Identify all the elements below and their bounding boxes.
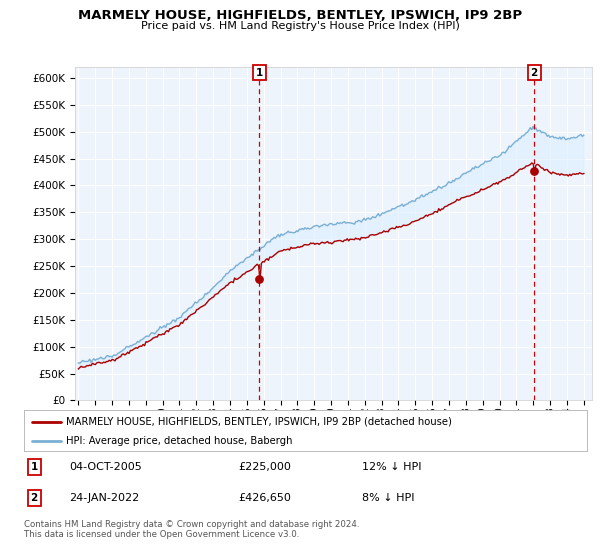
Text: £225,000: £225,000 — [238, 462, 291, 472]
Text: Contains HM Land Registry data © Crown copyright and database right 2024.
This d: Contains HM Land Registry data © Crown c… — [24, 520, 359, 539]
Text: 2: 2 — [31, 493, 38, 503]
Text: 1: 1 — [256, 68, 263, 78]
Point — [254, 275, 264, 284]
Text: 2: 2 — [530, 68, 538, 78]
Text: 12% ↓ HPI: 12% ↓ HPI — [362, 462, 421, 472]
Text: 04-OCT-2005: 04-OCT-2005 — [69, 462, 142, 472]
Text: MARMELY HOUSE, HIGHFIELDS, BENTLEY, IPSWICH, IP9 2BP: MARMELY HOUSE, HIGHFIELDS, BENTLEY, IPSW… — [78, 9, 522, 22]
Text: 8% ↓ HPI: 8% ↓ HPI — [362, 493, 414, 503]
Text: HPI: Average price, detached house, Babergh: HPI: Average price, detached house, Babe… — [66, 436, 293, 446]
Point — [529, 167, 539, 176]
Text: 1: 1 — [31, 462, 38, 472]
Text: MARMELY HOUSE, HIGHFIELDS, BENTLEY, IPSWICH, IP9 2BP (detached house): MARMELY HOUSE, HIGHFIELDS, BENTLEY, IPSW… — [66, 417, 452, 427]
Text: 24-JAN-2022: 24-JAN-2022 — [69, 493, 139, 503]
Text: Price paid vs. HM Land Registry's House Price Index (HPI): Price paid vs. HM Land Registry's House … — [140, 21, 460, 31]
Text: £426,650: £426,650 — [238, 493, 291, 503]
